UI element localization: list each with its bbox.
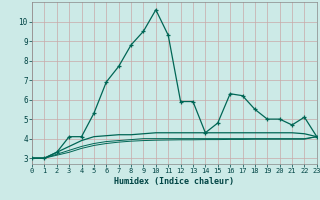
X-axis label: Humidex (Indice chaleur): Humidex (Indice chaleur) xyxy=(115,177,234,186)
